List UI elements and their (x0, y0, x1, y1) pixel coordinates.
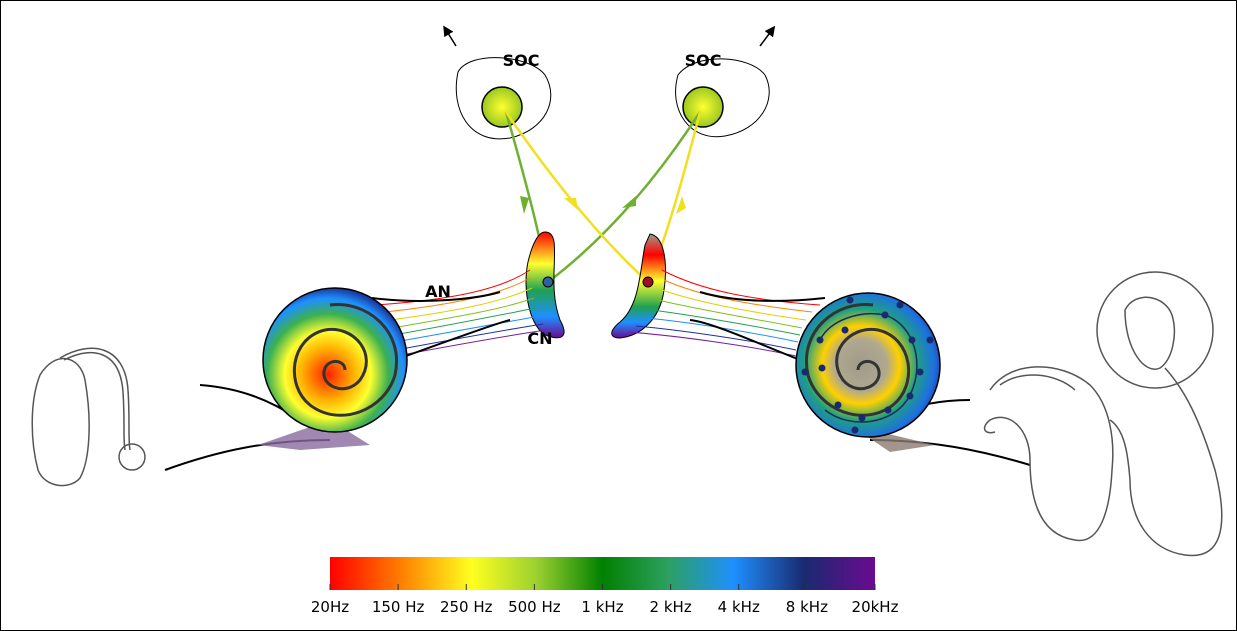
cochlear-implant (983, 271, 1223, 557)
soc-nucleus (682, 86, 724, 128)
arrowhead (520, 196, 529, 214)
colorbar-label: 4 kHz (718, 598, 760, 616)
electrode-contacts (801, 296, 934, 434)
pathway (547, 111, 702, 283)
label: CN (527, 329, 552, 348)
electrode (819, 313, 918, 423)
hearing-aid (31, 347, 146, 487)
arrow (443, 25, 457, 47)
soc-nucleus (481, 86, 523, 128)
colorbar-label: 150 Hz (372, 598, 425, 616)
pathway (504, 111, 649, 283)
colorbar-label: 250 Hz (440, 598, 493, 616)
spiral (293, 302, 398, 417)
an-outline (371, 291, 511, 361)
label: SOC (685, 51, 722, 70)
arrowhead (564, 198, 578, 210)
arrowhead (676, 196, 686, 214)
soc-outline (455, 57, 552, 140)
cn-dot (642, 276, 654, 288)
colorbar-label: 500 Hz (508, 598, 561, 616)
colorbar-label: 2 kHz (650, 598, 692, 616)
arrowhead (622, 196, 636, 208)
arrow (759, 25, 776, 47)
colorbar-label: 1 kHz (581, 598, 623, 616)
spiral (805, 302, 910, 417)
cn-dot (542, 276, 554, 288)
colorbar-label: 20Hz (311, 598, 349, 616)
label: AN (425, 282, 451, 301)
cochlea (795, 292, 941, 438)
colorbar-label: 20kHz (852, 598, 899, 616)
colorbar-label: 8 kHz (786, 598, 828, 616)
label: SOC (503, 51, 540, 70)
cn (611, 233, 666, 339)
an-outline (689, 291, 826, 361)
soc-outline (675, 58, 770, 138)
